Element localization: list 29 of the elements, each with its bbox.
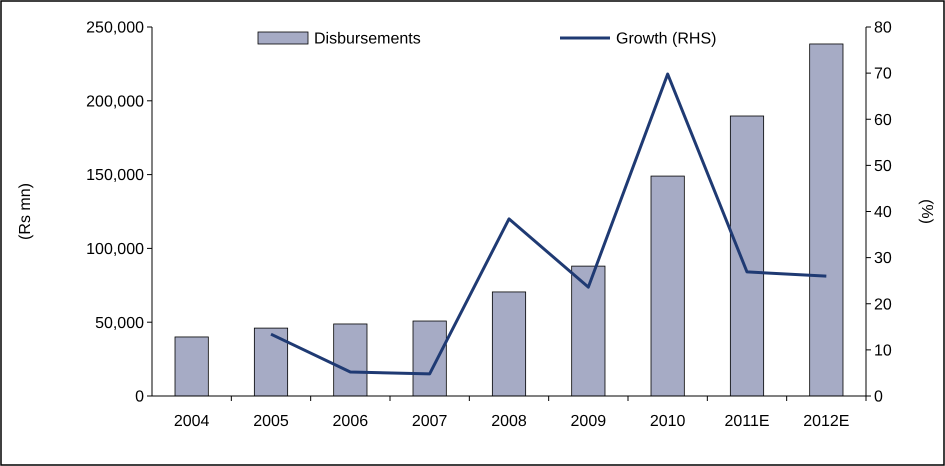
y-tick-label: 100,000 [86, 241, 144, 258]
y-tick-label: 50,000 [95, 314, 144, 332]
x-tick-label: 2005 [253, 413, 289, 430]
y2-tick-label: 30 [874, 250, 892, 268]
x-tick-label: 2009 [570, 413, 606, 430]
x-tick-label: 2004 [174, 413, 210, 430]
y2-tick-label: 60 [874, 112, 892, 129]
x-tick-label: 2008 [491, 413, 527, 430]
y-tick-label: 250,000 [86, 20, 144, 37]
y-tick-label: 150,000 [86, 167, 144, 184]
y-axis-title: (Rs mn) [17, 183, 34, 240]
y2-tick-label: 80 [874, 20, 892, 37]
y-tick-label: 0 [135, 388, 144, 406]
y2-tick-label: 50 [874, 158, 892, 175]
legend-label: Growth (RHS) [616, 30, 716, 48]
y2-tick-label: 40 [874, 204, 892, 222]
legend-label: Disbursements [314, 30, 421, 48]
x-tick-label: 2007 [412, 413, 448, 430]
y2-tick-label: 0 [874, 388, 883, 406]
x-tick-label: 2012E [803, 413, 850, 430]
y2-tick-label: 70 [874, 66, 892, 83]
x-tick-label: 2010 [650, 413, 686, 430]
y2-tick-label: 10 [874, 342, 892, 360]
x-tick-label: 2006 [332, 413, 368, 430]
x-tick-label: 2011E [724, 413, 770, 430]
line-series [270, 72, 828, 376]
y2-tick-label: 20 [874, 296, 892, 314]
y2-axis-title: (%) [918, 199, 935, 224]
y-tick-label: 200,000 [86, 93, 144, 110]
